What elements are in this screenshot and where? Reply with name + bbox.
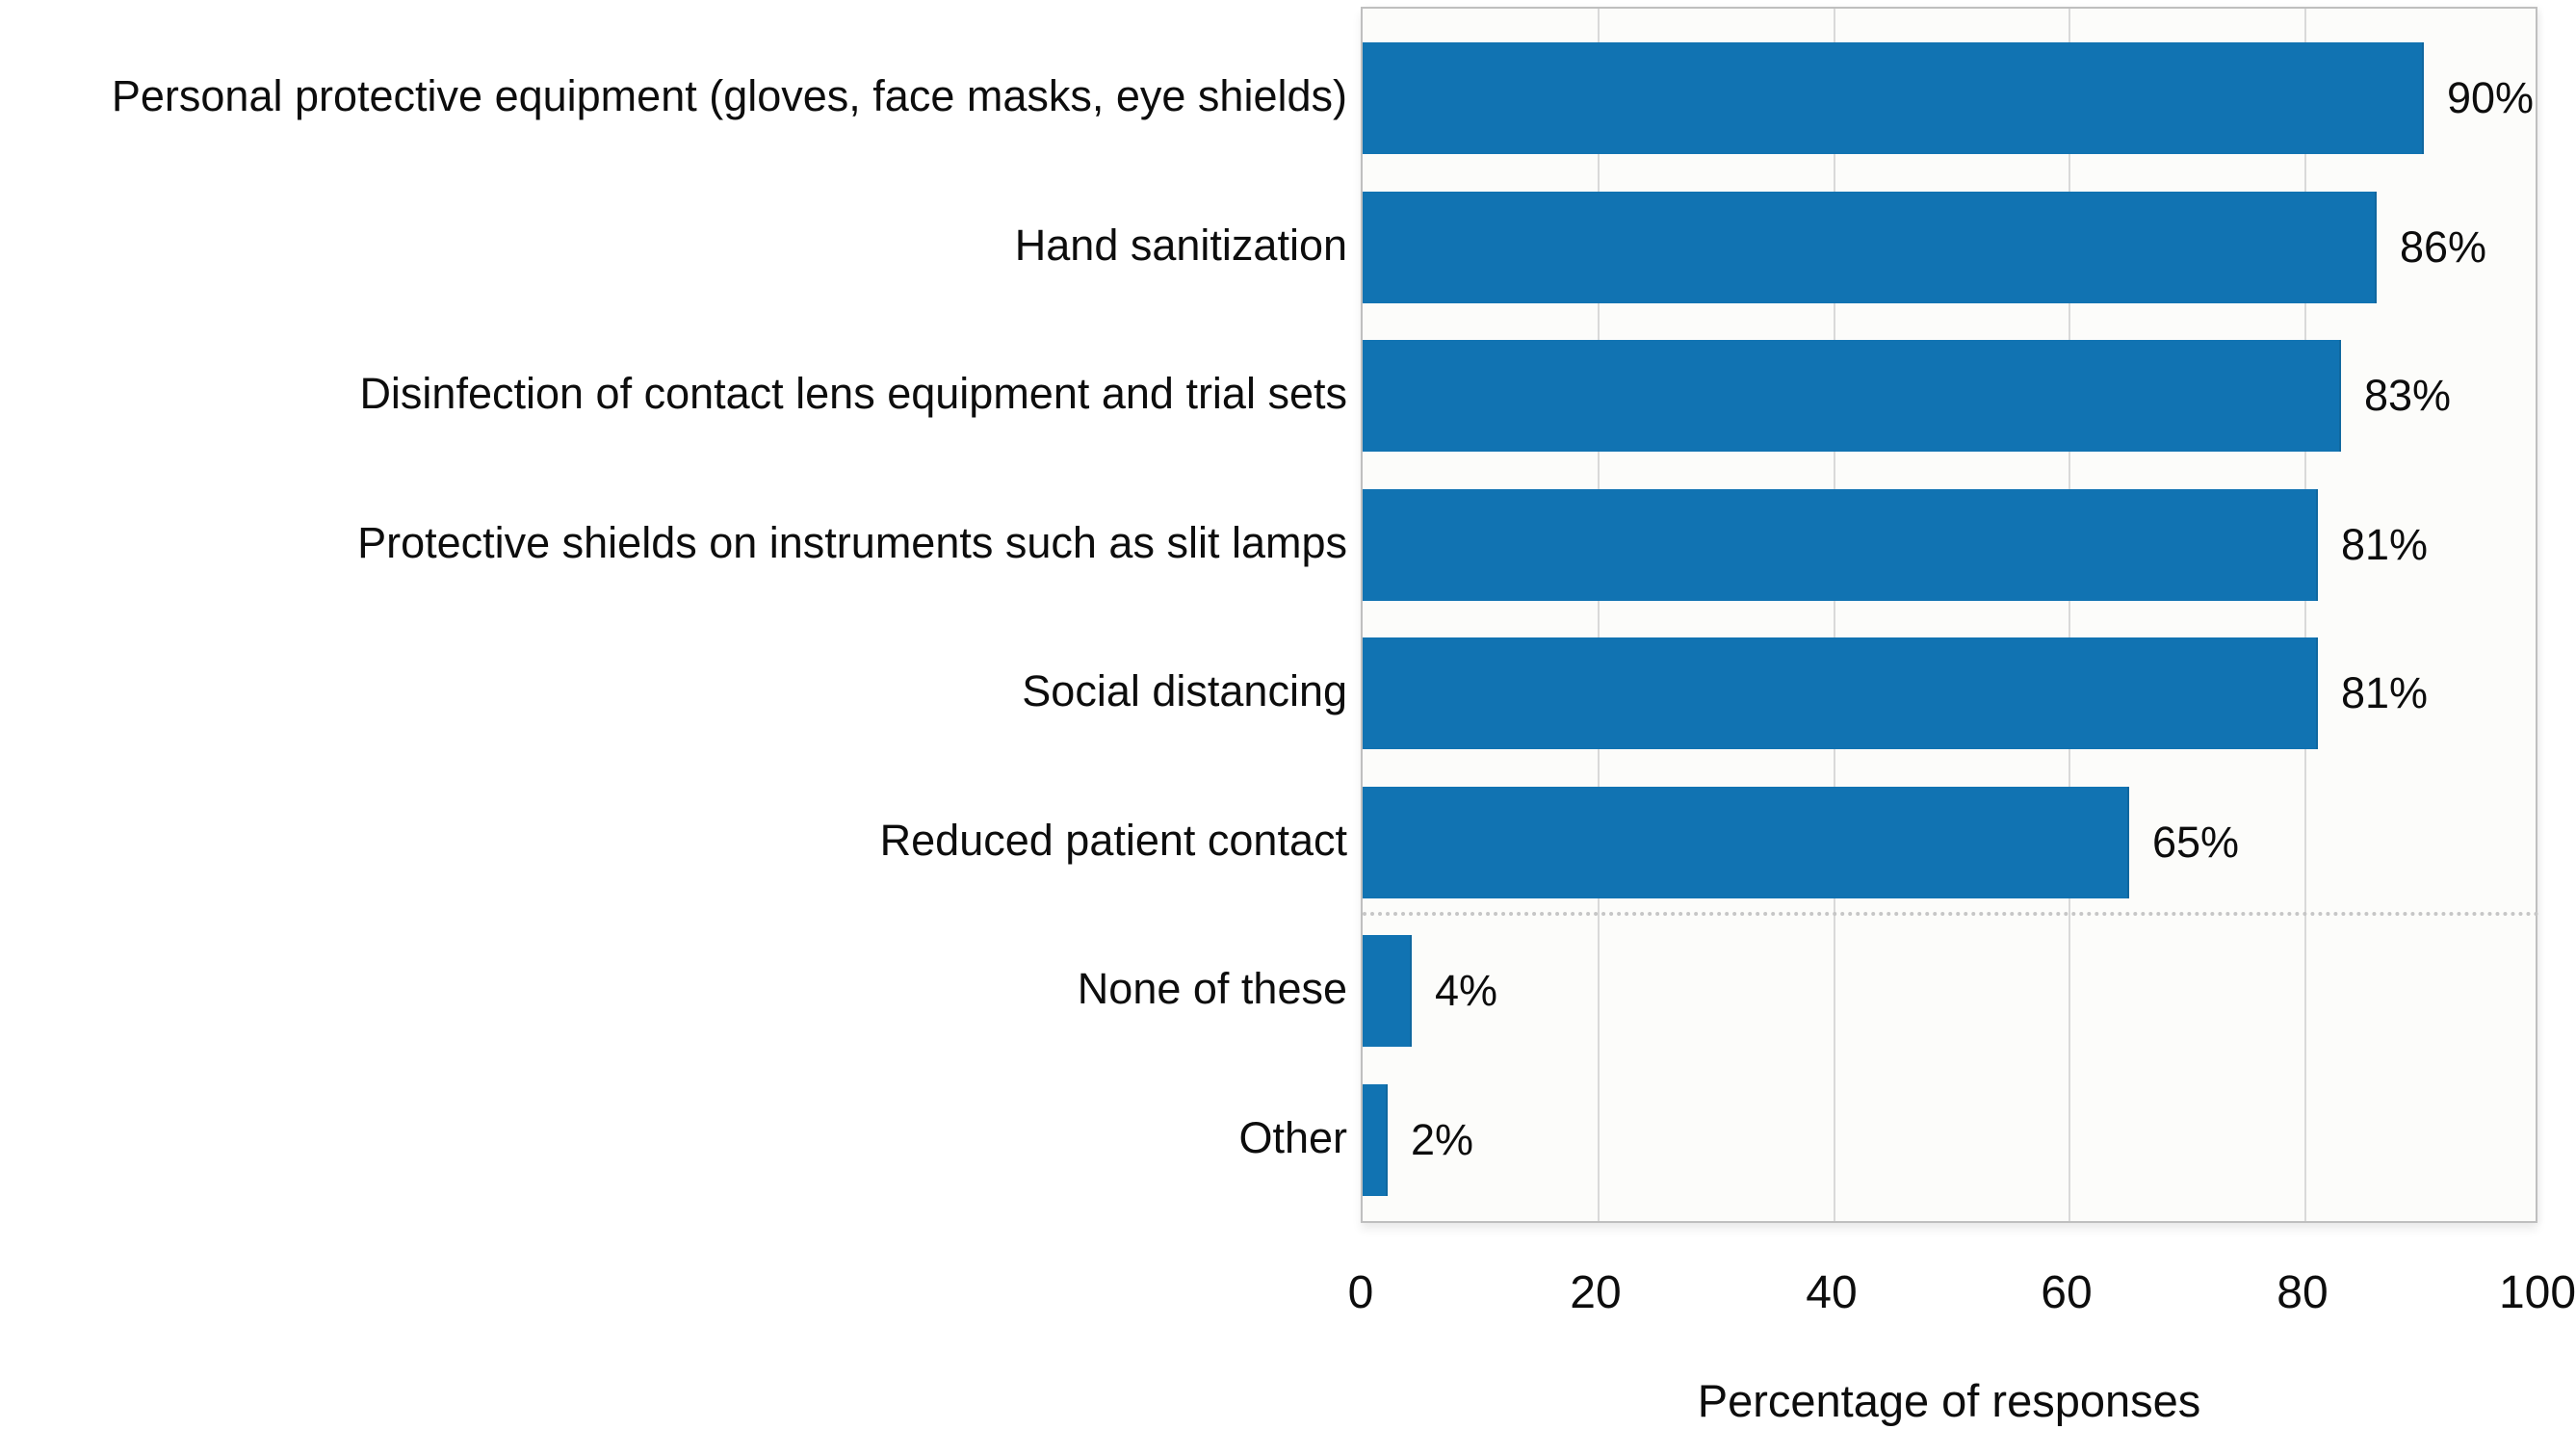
x-tick-label-60: 60 — [2041, 1267, 2093, 1318]
separator-dotted-line — [1363, 912, 2539, 916]
bar-value-label-4: 81% — [2341, 668, 2429, 717]
bar-value-label-1: 86% — [2400, 222, 2487, 272]
bar-value-label-3: 81% — [2341, 520, 2429, 569]
gridline-x-80 — [2304, 9, 2306, 1221]
bar-1 — [1363, 192, 2377, 303]
gridline-x-40 — [1834, 9, 1835, 1221]
x-axis-title: Percentage of responses — [1697, 1375, 2201, 1426]
gridline-x-20 — [1598, 9, 1600, 1221]
bar-3 — [1363, 489, 2318, 601]
bar-value-label-6: 4% — [1435, 966, 1498, 1015]
bar-5 — [1363, 787, 2129, 898]
x-tick-label-40: 40 — [1806, 1267, 1858, 1318]
bar-value-label-5: 65% — [2152, 818, 2240, 867]
category-label-7: Other — [1238, 1113, 1347, 1162]
category-label-0: Personal protective equipment (gloves, f… — [111, 71, 1347, 120]
category-label-5: Reduced patient contact — [879, 816, 1347, 865]
bar-0 — [1363, 42, 2424, 154]
category-label-3: Protective shields on instruments such a… — [357, 518, 1347, 567]
x-tick-label-0: 0 — [1347, 1267, 1374, 1318]
category-label-1: Hand sanitization — [1014, 221, 1347, 270]
category-labels-layer: Personal protective equipment (gloves, f… — [0, 0, 1361, 1223]
x-tick-label-20: 20 — [1570, 1267, 1622, 1318]
x-tick-label-80: 80 — [2277, 1267, 2329, 1318]
category-label-2: Disinfection of contact lens equipment a… — [359, 369, 1347, 418]
bar-2 — [1363, 340, 2341, 452]
gridline-x-60 — [2069, 9, 2070, 1221]
plot-area: 90% 86% 83% 81% 81% 65% 4% 2% — [1361, 7, 2539, 1223]
x-tick-label-100: 100 — [2498, 1267, 2576, 1318]
bar-value-label-0: 90% — [2447, 73, 2535, 122]
bar-value-label-2: 83% — [2364, 371, 2452, 420]
category-label-6: None of these — [1077, 964, 1347, 1013]
category-label-4: Social distancing — [1022, 666, 1347, 715]
bar-7 — [1363, 1084, 1388, 1196]
bar-value-label-7: 2% — [1411, 1115, 1474, 1164]
bar-6 — [1363, 935, 1412, 1047]
bar-4 — [1363, 637, 2318, 749]
